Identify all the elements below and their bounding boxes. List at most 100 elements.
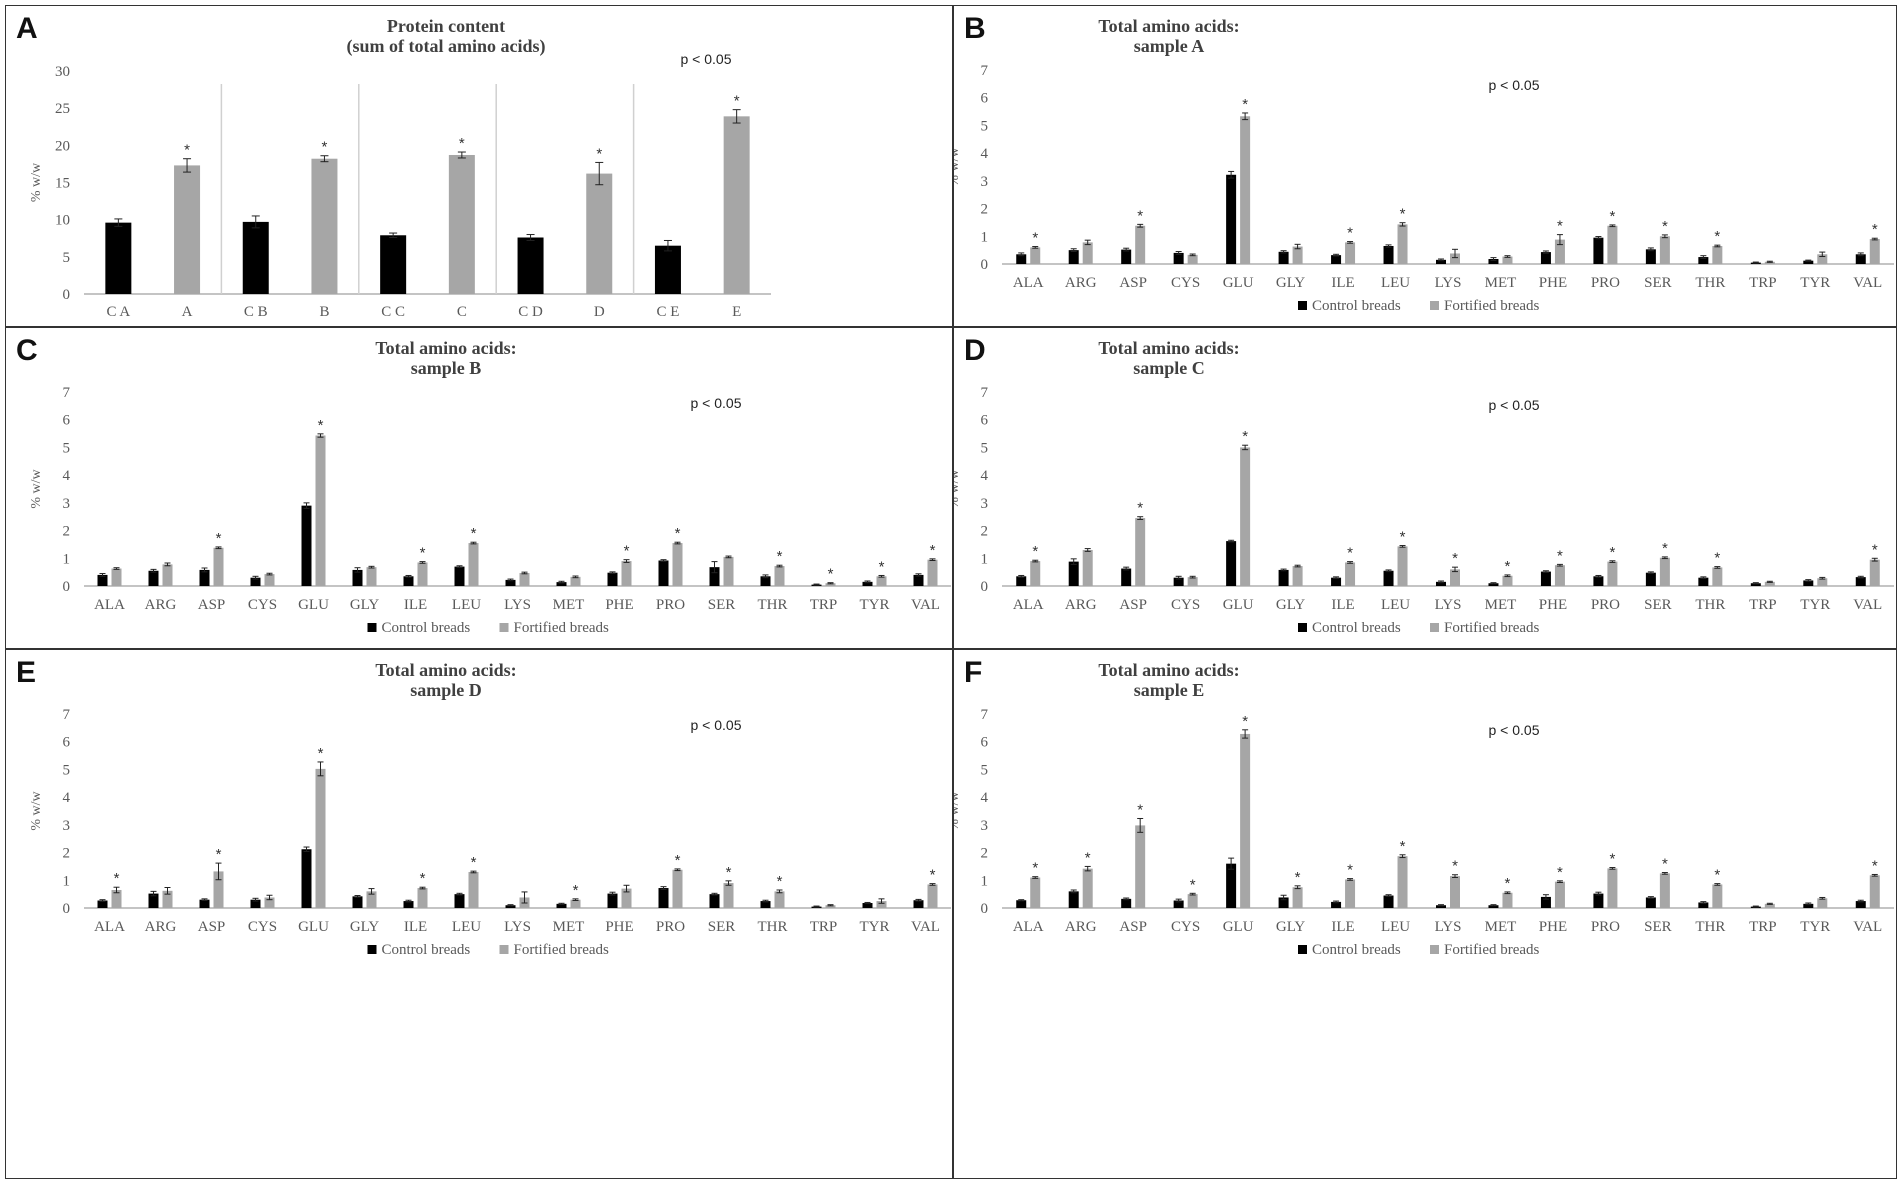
y-axis-label: % w/w xyxy=(954,790,962,830)
bar xyxy=(723,116,750,295)
fortified-bar xyxy=(1607,561,1618,586)
x-tick-label: TRP xyxy=(1749,919,1777,935)
y-tick-label: 7 xyxy=(63,707,71,723)
control-bar xyxy=(352,896,363,908)
significance-marker: * xyxy=(1872,541,1878,558)
control-bar xyxy=(1540,252,1551,264)
significance-marker: * xyxy=(1452,550,1458,567)
y-tick-label: 6 xyxy=(63,735,71,751)
x-tick-label: CYS xyxy=(248,597,277,613)
fortified-bar xyxy=(1659,557,1670,586)
control-bar xyxy=(1436,581,1446,586)
p-value-annotation: p < 0.05 xyxy=(691,395,742,411)
y-tick-label: 3 xyxy=(63,496,71,512)
control-bar xyxy=(1803,260,1814,264)
legend-label-control: Control breads xyxy=(382,942,471,958)
fortified-bar xyxy=(672,869,683,908)
y-tick-label: 3 xyxy=(981,496,989,512)
chart-title-line-2: sample E xyxy=(1134,680,1205,700)
control-bar xyxy=(301,849,312,908)
x-tick-label: ASP xyxy=(1119,275,1147,291)
panel-f: F Total amino acids:sample E p < 0.05 % w/… xyxy=(953,649,1897,1179)
chart-title-line-1: Total amino acids: xyxy=(1098,660,1239,680)
significance-marker: * xyxy=(1400,529,1406,546)
control-bar xyxy=(607,572,618,586)
fortified-bar xyxy=(468,871,479,908)
fortified-bar xyxy=(927,884,938,908)
significance-marker: * xyxy=(1137,207,1143,224)
control-bar xyxy=(1226,174,1237,264)
fortified-bar xyxy=(927,559,938,586)
control-bar xyxy=(556,582,567,586)
significance-marker: * xyxy=(1872,221,1878,238)
fortified-bar xyxy=(1869,239,1880,264)
fortified-bar xyxy=(1869,875,1880,908)
control-bar xyxy=(403,901,414,908)
control-bar xyxy=(1278,251,1289,264)
control-bar xyxy=(1383,570,1394,586)
y-tick-label: 5 xyxy=(981,118,989,134)
p-value-annotation: p < 0.05 xyxy=(681,51,732,67)
significance-marker: * xyxy=(777,548,783,565)
significance-marker: * xyxy=(114,870,120,887)
significance-marker: * xyxy=(726,864,732,881)
chart-title-line-1: Total amino acids: xyxy=(375,660,516,680)
fortified-bar xyxy=(1817,898,1828,908)
control-bar xyxy=(199,899,210,908)
x-tick-label: ALA xyxy=(94,919,125,935)
y-tick-label: 3 xyxy=(63,818,71,834)
y-tick-label: 0 xyxy=(981,257,989,273)
fortified-bar xyxy=(1135,518,1146,586)
fortified-bar xyxy=(1450,876,1460,908)
y-tick-label: 1 xyxy=(63,551,71,567)
x-tick-label: LYS xyxy=(1435,919,1462,935)
legend-swatch-fortified xyxy=(499,623,509,632)
legend-label-fortified: Fortified breads xyxy=(514,942,610,958)
control-bar xyxy=(454,566,465,586)
x-tick-label: TYR xyxy=(1800,597,1830,613)
p-value-annotation: p < 0.05 xyxy=(1489,77,1540,93)
chart-title-line-1: Total amino acids: xyxy=(1098,338,1239,358)
fortified-bar xyxy=(1450,253,1460,264)
fortified-bar xyxy=(1345,562,1356,586)
control-bar xyxy=(1750,583,1761,586)
x-tick-label: LEU xyxy=(1381,919,1410,935)
significance-marker: * xyxy=(828,566,834,583)
x-tick-label: TYR xyxy=(860,597,890,613)
chart-title-line-2: sample C xyxy=(1133,358,1205,378)
x-tick-label: LEU xyxy=(452,919,481,935)
significance-marker: * xyxy=(675,525,681,542)
x-tick-label: GLY xyxy=(1276,597,1305,613)
fortified-bar xyxy=(1082,242,1093,264)
significance-marker: * xyxy=(930,867,936,884)
x-tick-label: GLU xyxy=(1223,919,1254,935)
x-tick-label: C D xyxy=(518,304,543,320)
control-bar xyxy=(1855,254,1866,264)
control-bar xyxy=(1331,577,1342,586)
x-tick-label: PRO xyxy=(1591,597,1620,613)
x-tick-label: SER xyxy=(1644,597,1672,613)
fortified-bar xyxy=(264,574,275,586)
fortified-bar xyxy=(1082,868,1093,908)
fortified-bar xyxy=(1135,825,1146,908)
control-bar xyxy=(1068,561,1079,586)
x-tick-label: TRP xyxy=(810,919,838,935)
control-bar xyxy=(1383,245,1394,264)
fortified-bar xyxy=(1292,246,1303,264)
y-tick-label: 2 xyxy=(981,202,989,218)
fortified-bar xyxy=(1450,569,1460,586)
control-bar xyxy=(1540,896,1551,908)
legend-label-fortified: Fortified breads xyxy=(1444,942,1540,958)
x-tick-label: VAL xyxy=(911,919,940,935)
significance-marker: * xyxy=(1347,545,1353,562)
fortified-bar xyxy=(774,891,785,908)
p-value-annotation: p < 0.05 xyxy=(1489,397,1540,413)
chart-title-line-2: sample D xyxy=(410,680,482,700)
x-tick-label: ARG xyxy=(145,919,177,935)
significance-marker: * xyxy=(1295,869,1301,886)
fortified-bar xyxy=(213,547,224,586)
p-value-annotation: p < 0.05 xyxy=(1489,722,1540,738)
y-tick-label: 5 xyxy=(981,762,989,778)
fortified-bar xyxy=(1764,581,1775,586)
x-tick-label: ALA xyxy=(94,597,125,613)
